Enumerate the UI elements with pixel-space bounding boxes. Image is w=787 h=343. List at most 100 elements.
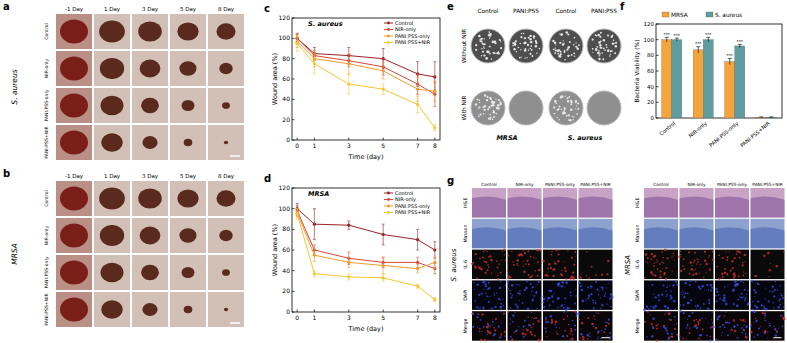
stain — [522, 333, 524, 335]
stain — [707, 307, 709, 309]
stain — [523, 250, 524, 251]
error-bar — [416, 284, 419, 288]
stain — [718, 294, 720, 296]
stain — [653, 263, 654, 264]
stain — [565, 312, 566, 313]
stain — [699, 272, 700, 273]
stain — [691, 268, 693, 270]
stain — [780, 293, 781, 294]
stain — [526, 329, 528, 331]
wound-photo — [170, 181, 206, 216]
colony — [603, 39, 605, 41]
micrograph — [579, 188, 613, 218]
stain — [604, 295, 605, 296]
stain — [736, 305, 739, 308]
colony — [489, 53, 491, 55]
stain — [531, 317, 532, 318]
bar — [693, 50, 703, 118]
stain — [773, 326, 774, 327]
wound-photo — [170, 292, 206, 327]
stain — [523, 270, 526, 273]
stain — [784, 330, 785, 331]
bacteria-label: S. aureus — [450, 248, 458, 281]
stain — [723, 294, 725, 296]
stain — [662, 284, 664, 286]
colony — [595, 48, 598, 51]
stain — [509, 290, 511, 292]
stain — [570, 295, 572, 297]
stain — [595, 327, 597, 329]
colony — [576, 113, 578, 115]
stain — [679, 335, 680, 336]
series-line — [297, 43, 435, 127]
colony — [611, 50, 613, 52]
stain — [773, 295, 775, 297]
stain — [776, 265, 778, 267]
stain — [472, 313, 474, 315]
stain — [525, 287, 527, 289]
micrograph — [715, 250, 749, 280]
colony — [553, 49, 555, 51]
day-label: -1 Day — [65, 6, 84, 13]
error-bar — [313, 209, 316, 240]
stain — [652, 306, 654, 308]
stain — [709, 268, 710, 269]
marker — [347, 224, 350, 227]
stain — [563, 311, 565, 313]
stain — [556, 249, 558, 251]
colony — [519, 43, 521, 45]
group-label: PANI:PSS-only — [44, 89, 49, 121]
stain — [656, 340, 658, 342]
stain — [744, 300, 746, 302]
legend-label: S. aureus — [715, 12, 742, 18]
stain — [522, 332, 525, 335]
stain — [767, 337, 768, 338]
stain — [479, 331, 481, 333]
stain — [656, 327, 658, 329]
colony — [481, 48, 483, 50]
stain — [561, 270, 563, 272]
colony — [484, 109, 486, 111]
row-label: Merge — [635, 318, 640, 333]
stain — [682, 290, 683, 291]
colony — [604, 49, 606, 51]
stain — [511, 294, 512, 295]
colony — [485, 58, 486, 59]
y-tick-label: 40 — [647, 84, 654, 90]
error-bar — [706, 37, 710, 42]
stain — [745, 273, 746, 274]
stain — [718, 316, 720, 318]
colony — [529, 38, 531, 40]
stain — [669, 299, 671, 301]
stain — [655, 296, 657, 298]
stain — [547, 336, 548, 337]
stain — [485, 285, 487, 287]
stain — [605, 321, 607, 323]
colony — [486, 50, 488, 52]
stain — [726, 321, 728, 323]
wound — [179, 228, 196, 243]
stain — [696, 307, 697, 308]
stain — [533, 257, 534, 258]
colony — [523, 33, 524, 34]
stain — [727, 260, 728, 261]
wound-photo — [56, 181, 92, 216]
stain — [681, 291, 682, 292]
micrograph — [644, 219, 678, 249]
plot-area — [662, 37, 777, 118]
bar — [672, 40, 682, 118]
stain — [531, 312, 532, 313]
stain — [674, 328, 676, 330]
stain — [547, 297, 550, 300]
colony — [484, 47, 485, 48]
stain — [659, 270, 661, 272]
stain — [716, 300, 718, 302]
stain — [741, 293, 743, 295]
stain — [710, 326, 712, 328]
stain — [498, 298, 500, 300]
stain — [586, 334, 589, 337]
stain — [530, 327, 532, 329]
stain — [755, 320, 757, 322]
stain — [595, 281, 597, 283]
legend-swatch — [387, 198, 390, 201]
